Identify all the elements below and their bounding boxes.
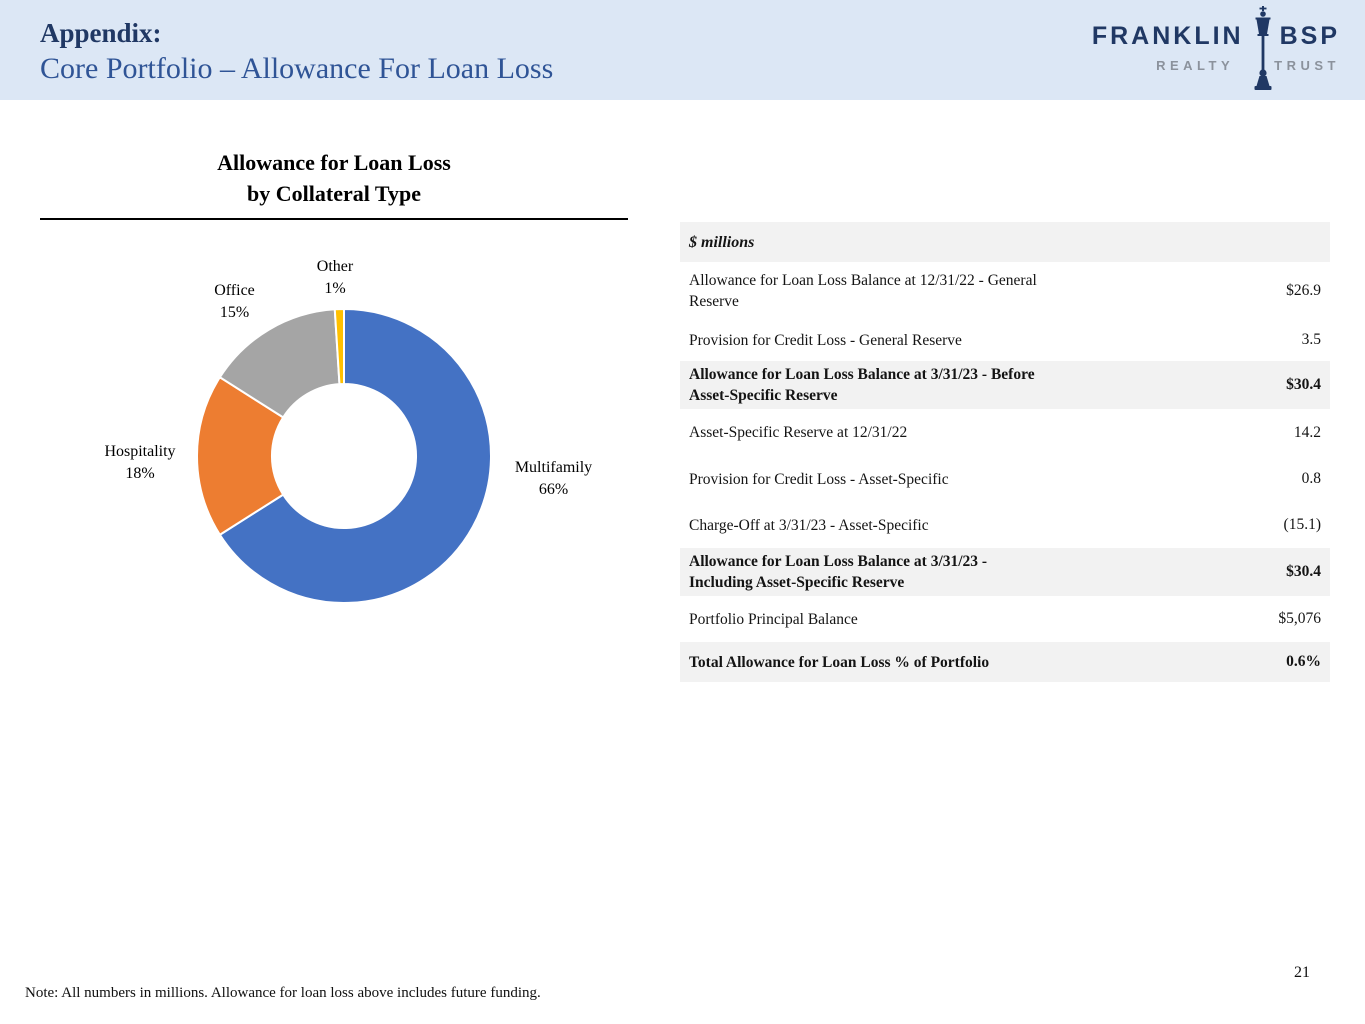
chart-title: Allowance for Loan Loss by Collateral Ty… xyxy=(40,147,628,220)
chart-title-line1: Allowance for Loan Loss xyxy=(217,150,451,175)
page-title: Appendix: xyxy=(40,18,162,48)
company-logo: FRANKLIN BSP REALTY TRUST xyxy=(1078,6,1340,90)
chart-title-line2: by Collateral Type xyxy=(247,181,421,206)
logo-text-franklin: FRANKLIN xyxy=(1091,22,1244,50)
label-other: Other 1% xyxy=(316,258,354,297)
logo-text-bsp: BSP xyxy=(1279,22,1340,50)
table-row-allowance-balance-12-31-22: Allowance for Loan Loss Balance at 12/31… xyxy=(689,271,1321,310)
table-row-allowance-before-asset-specific: Allowance for Loan Loss Balance at 3/31/… xyxy=(680,361,1330,409)
table-row-asset-specific-reserve: Asset-Specific Reserve at 12/31/22 14.2 xyxy=(689,423,1321,442)
page-title-block: Appendix: Core Portfolio – Allowance For… xyxy=(40,17,553,87)
logo-name-row: FRANKLIN BSP xyxy=(1092,22,1340,51)
table-row-provision-asset-specific: Provision for Credit Loss - Asset-Specif… xyxy=(689,470,1321,488)
donut-chart-area: Multifamily 66% Hospitality 18% Office 1… xyxy=(40,250,630,650)
table-row-charge-off: Charge-Off at 3/31/23 - Asset-Specific (… xyxy=(689,516,1321,534)
table-row-provision-general: Provision for Credit Loss - General Rese… xyxy=(689,331,1321,349)
page-subtitle: Core Portfolio – Allowance For Loan Loss xyxy=(40,52,554,85)
logo-subname-row: REALTY TRUST xyxy=(1156,58,1340,73)
label-hospitality: Hospitality 18% xyxy=(104,443,176,482)
donut-slice-multifamily xyxy=(218,308,492,604)
table-row-allowance-including-asset-specific: Allowance for Loan Loss Balance at 3/31/… xyxy=(680,548,1330,596)
logo-text-realty: REALTY xyxy=(1156,58,1235,73)
footnote: Note: All numbers in millions. Allowance… xyxy=(25,985,541,1001)
table-row-total-allowance-percent: Total Allowance for Loan Loss % of Portf… xyxy=(680,642,1330,682)
donut-chart xyxy=(196,308,492,604)
loan-loss-table: $ millions Allowance for Loan Loss Balan… xyxy=(680,222,1330,682)
table-row-portfolio-principal-balance: Portfolio Principal Balance $5,076 xyxy=(689,610,1321,628)
table-header-row: $ millions xyxy=(680,222,1330,262)
donut-slice-hospitality xyxy=(196,376,285,536)
header: Appendix: Core Portfolio – Allowance For… xyxy=(0,0,1365,100)
label-multifamily: Multifamily 66% xyxy=(514,459,593,498)
page-number: 21 xyxy=(1294,964,1310,981)
table-units-header: $ millions xyxy=(689,233,755,251)
label-office: Office 15% xyxy=(214,282,255,321)
donut-slice-other xyxy=(333,308,345,386)
lamppost-icon xyxy=(1254,6,1272,90)
logo-text-trust: TRUST xyxy=(1274,58,1340,73)
